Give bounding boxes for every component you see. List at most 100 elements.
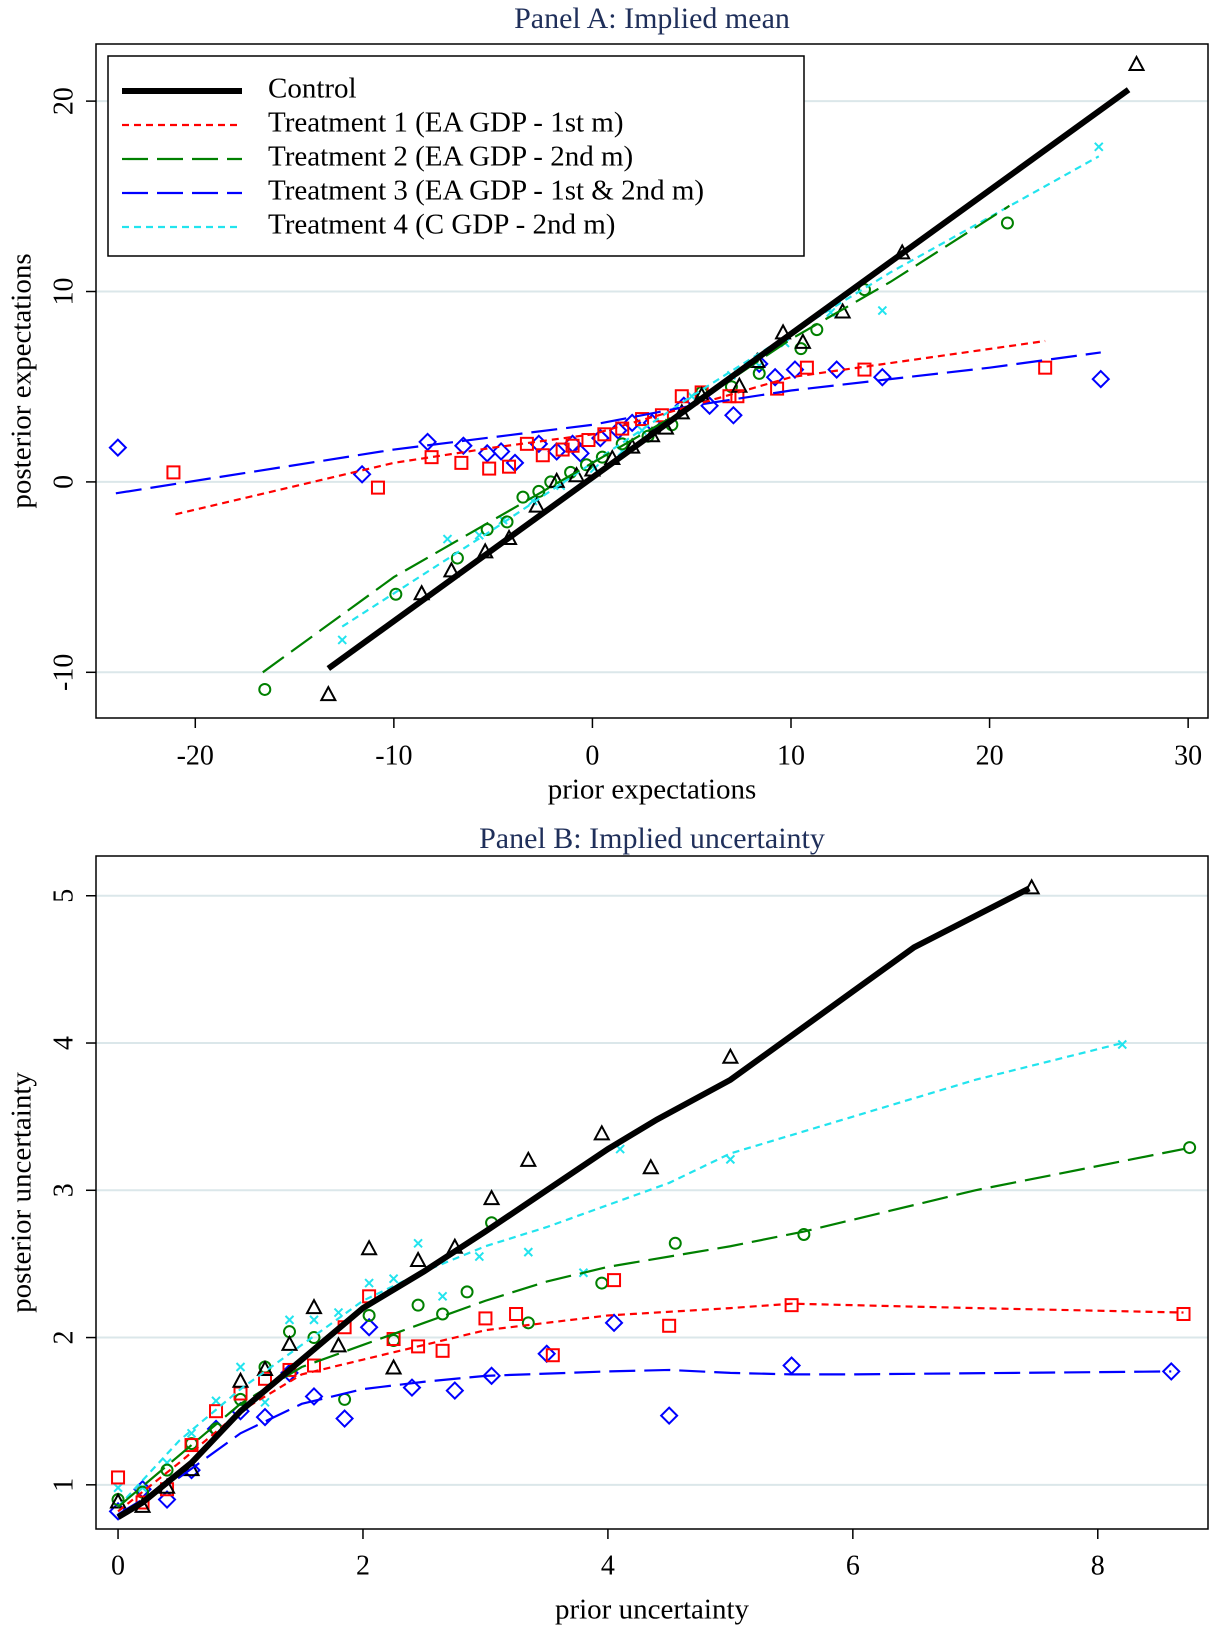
point	[723, 405, 743, 425]
point	[113, 1483, 123, 1493]
point	[782, 1356, 802, 1375]
point	[409, 1250, 427, 1267]
point	[595, 450, 609, 464]
point	[304, 1387, 324, 1406]
point	[642, 1158, 660, 1175]
point	[545, 1348, 560, 1363]
fit-line	[115, 351, 1101, 495]
legend-label: Treatment 1 (EA GDP - 1st m)	[268, 107, 624, 139]
point	[597, 427, 612, 442]
point	[516, 490, 530, 504]
point	[547, 442, 567, 461]
point	[474, 1251, 485, 1262]
fit-line	[175, 339, 1046, 516]
y-tick-label: 20	[48, 87, 79, 115]
legend-label: Treatment 4 (C GDP - 2nd m)	[268, 209, 615, 241]
point	[388, 1273, 399, 1284]
x-tick-label: -10	[375, 740, 412, 771]
point	[1161, 1362, 1181, 1381]
point	[571, 443, 590, 463]
point	[364, 1278, 374, 1288]
point	[319, 685, 338, 702]
point	[478, 1311, 493, 1326]
chart-title: Panel B: Implied uncertainty	[479, 822, 825, 855]
x-axis-label: prior uncertainty	[555, 1594, 750, 1626]
point	[362, 1308, 376, 1322]
fit-line	[116, 885, 1031, 1520]
fit-line	[341, 155, 1100, 628]
x-tick-label: 10	[777, 740, 805, 771]
point	[166, 465, 181, 480]
point	[211, 1396, 221, 1406]
point	[794, 332, 812, 349]
fit-line	[117, 1041, 1123, 1508]
point	[184, 1438, 199, 1453]
point	[1000, 216, 1014, 230]
point	[654, 408, 669, 423]
point	[255, 1407, 275, 1427]
series	[109, 878, 1041, 1513]
point	[370, 480, 385, 495]
fit-line	[117, 1368, 1172, 1516]
point	[565, 438, 580, 453]
point	[674, 389, 689, 404]
point	[1176, 1306, 1191, 1321]
point	[730, 389, 745, 404]
point	[857, 362, 872, 377]
point	[437, 1291, 448, 1302]
point	[482, 1366, 501, 1386]
point	[799, 360, 814, 375]
x-tick-label: 0	[111, 1550, 125, 1581]
x-tick-label: 6	[846, 1550, 860, 1581]
point	[765, 367, 785, 387]
point	[335, 1409, 355, 1428]
x-tick-label: 8	[1091, 1550, 1105, 1581]
point	[389, 587, 403, 601]
series	[108, 1313, 1181, 1521]
y-tick-label: 5	[48, 889, 79, 903]
point	[604, 1313, 624, 1333]
point	[442, 534, 453, 544]
point	[725, 1154, 736, 1165]
point	[111, 1470, 126, 1485]
point	[555, 442, 570, 457]
point	[482, 1189, 501, 1206]
point	[235, 1362, 246, 1372]
x-tick-label: 0	[585, 740, 599, 771]
point	[491, 442, 511, 461]
series	[113, 1039, 1127, 1493]
plot-frame	[95, 855, 1209, 1530]
point	[280, 1334, 299, 1351]
y-tick-label: 1	[48, 1478, 79, 1492]
point	[877, 305, 888, 316]
point	[460, 1285, 474, 1299]
series	[258, 216, 1014, 696]
point	[523, 1247, 534, 1257]
x-tick-label: 20	[976, 740, 1004, 771]
point	[659, 1406, 679, 1426]
point	[872, 367, 892, 387]
point	[453, 436, 473, 456]
point	[1183, 1141, 1197, 1155]
point	[402, 1378, 422, 1398]
x-axis-label: prior expectations	[548, 774, 757, 806]
point	[109, 1492, 127, 1509]
x-tick-label: 4	[601, 1550, 615, 1581]
point	[157, 1490, 177, 1509]
point	[509, 1306, 524, 1321]
point	[797, 1227, 811, 1241]
plot-frame	[95, 43, 1209, 719]
y-tick-label: 3	[48, 1183, 79, 1197]
point	[329, 1336, 348, 1353]
series	[111, 1141, 1197, 1507]
x-tick-label: 30	[1174, 740, 1202, 771]
point	[411, 1298, 425, 1312]
point	[418, 432, 438, 452]
point	[1117, 1039, 1127, 1050]
point	[519, 1150, 537, 1167]
point	[333, 1307, 344, 1318]
point	[722, 389, 737, 404]
point	[1094, 142, 1104, 152]
point	[482, 461, 497, 476]
point	[535, 448, 550, 463]
